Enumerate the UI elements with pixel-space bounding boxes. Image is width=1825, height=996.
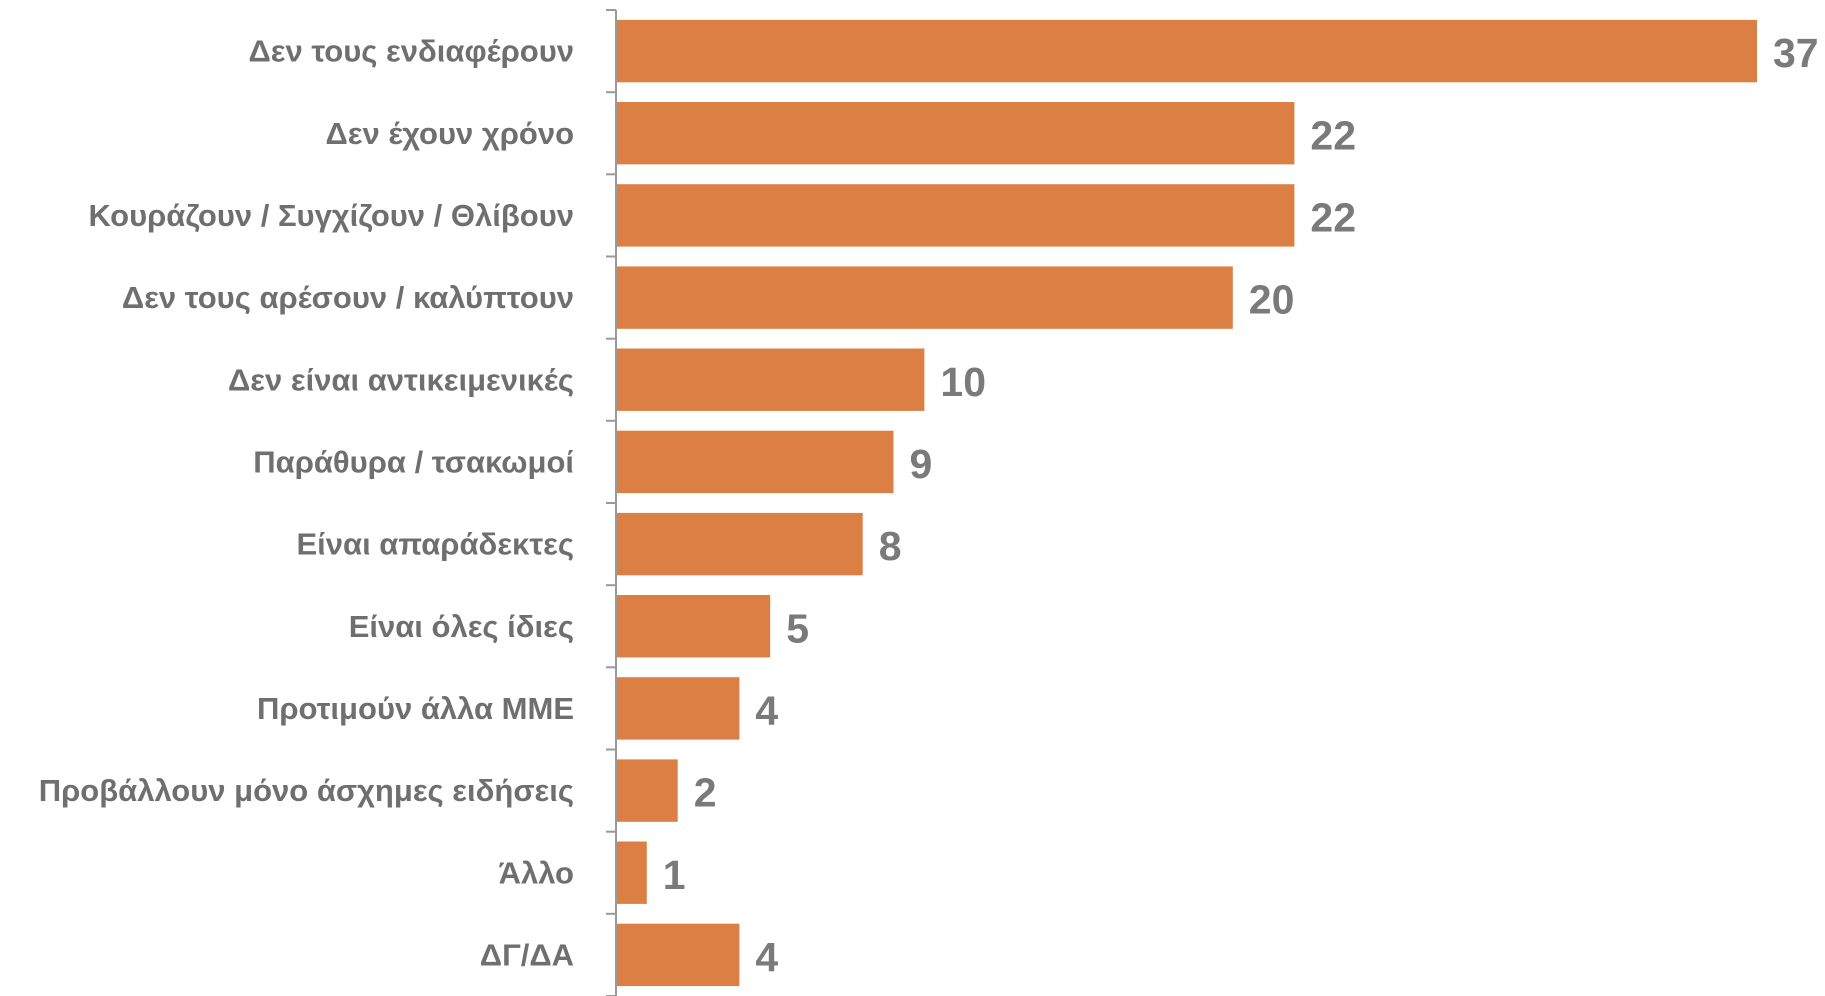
value-label: 37: [1773, 30, 1819, 76]
category-label: Προτιμούν άλλα ΜΜΕ: [257, 691, 574, 726]
bar: [616, 677, 740, 740]
category-label: Είναι απαράδεκτες: [296, 527, 574, 562]
category-label: Δεν τους ενδιαφέρουν: [248, 34, 574, 69]
bar: [616, 102, 1295, 165]
value-label: 4: [755, 687, 778, 733]
bar: [616, 430, 894, 494]
value-label: 22: [1310, 112, 1356, 158]
category-axis: [606, 9, 617, 996]
category-labels-group: Δεν τους ενδιαφέρουν Δεν έχουν χρόνο Κουρά…: [39, 34, 574, 973]
category-label: ΔΓ/ΔΑ: [480, 937, 574, 972]
category-label: Προβάλλουν μόνο άσχημες ειδήσεις: [39, 773, 574, 808]
category-label: Δεν τους αρέσουν / καλύπτουν: [122, 280, 574, 315]
value-label: 22: [1310, 194, 1356, 240]
value-label: 8: [879, 523, 902, 569]
category-label: Δεν είναι αντικειμενικές: [228, 362, 574, 397]
category-label: Είναι όλες ίδιες: [349, 609, 574, 644]
value-label: 5: [786, 605, 809, 651]
value-label: 1: [663, 852, 686, 898]
bar: [616, 348, 925, 411]
bar: [616, 595, 771, 658]
bar: [616, 266, 1233, 329]
bar: [616, 184, 1295, 247]
bar: [616, 512, 863, 576]
bar: [616, 841, 647, 904]
bar: [616, 19, 1757, 83]
value-label: 20: [1249, 277, 1295, 323]
value-label: 2: [694, 770, 717, 816]
value-label: 10: [940, 359, 986, 405]
category-label: Κουράζουν / Συγχίζουν / Θλίβουν: [88, 198, 574, 233]
value-label: 4: [755, 934, 778, 980]
bar: [616, 923, 740, 987]
category-label: Παράθυρα / τσακωμοί: [253, 444, 574, 479]
bars-group: [616, 19, 1757, 987]
bar: [616, 759, 678, 822]
category-label: Άλλο: [499, 855, 574, 890]
value-label: 9: [910, 441, 933, 487]
category-label: Δεν έχουν χρόνο: [325, 116, 574, 151]
